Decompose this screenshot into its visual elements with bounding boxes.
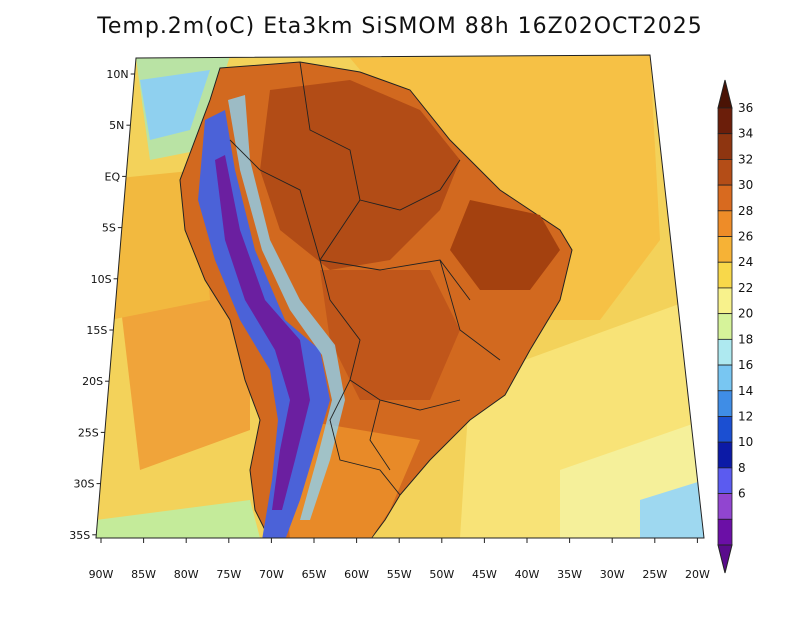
andes-cool-fringe xyxy=(228,95,345,520)
colorbar-label: 8 xyxy=(738,461,746,475)
colorbar-label: 32 xyxy=(738,152,753,166)
colorbar-swatch xyxy=(717,467,733,494)
colorbar-min-arrow xyxy=(717,544,733,574)
colorbar-swatch xyxy=(717,184,733,212)
lat-tick-label: 25S xyxy=(78,426,99,439)
colorbar-max-arrow xyxy=(717,79,733,109)
colorbar-swatch xyxy=(717,287,733,315)
colorbar-swatch xyxy=(717,236,733,263)
lon-tick-label: 25W xyxy=(642,568,667,581)
colorbar-label: 34 xyxy=(738,127,753,141)
lon-tick-label: 50W xyxy=(429,568,454,581)
colorbar-label: 36 xyxy=(738,101,753,115)
longitude-axis: 90W 85W 80W 75W 70W 65W 60W 55W 50W 45W 40W 35W 30W 2… xyxy=(89,538,710,581)
colorbar-label: 22 xyxy=(738,281,753,295)
colorbar-label: 14 xyxy=(738,384,753,398)
plot-frame xyxy=(95,54,705,539)
south-cone-warm xyxy=(285,420,420,538)
colorbar-label: 30 xyxy=(738,178,753,192)
colorbar-swatch xyxy=(717,107,733,135)
colorbar-swatch xyxy=(717,441,733,469)
lon-tick-label: 45W xyxy=(472,568,497,581)
colorbar-label: 16 xyxy=(738,358,753,372)
colorbar-swatch xyxy=(717,493,733,520)
lon-tick-label: 80W xyxy=(174,568,199,581)
lat-tick-label: 10N xyxy=(106,68,128,81)
lon-tick-label: 75W xyxy=(216,568,241,581)
colorbar-swatch xyxy=(717,518,733,546)
colorbar-swatch xyxy=(717,133,733,160)
colorbar-swatch xyxy=(717,210,733,237)
lon-tick-label: 55W xyxy=(387,568,412,581)
colorbar-swatch xyxy=(717,364,733,392)
ocean-pacific-cool xyxy=(140,70,210,140)
colorbar-label: 20 xyxy=(738,307,753,321)
lon-tick-label: 90W xyxy=(89,568,114,581)
colorbar-label: 26 xyxy=(738,230,753,244)
ocean-southern-cold xyxy=(640,480,704,538)
lon-tick-label: 85W xyxy=(131,568,156,581)
lon-tick-label: 35W xyxy=(557,568,582,581)
colorbar-swatch xyxy=(717,159,733,186)
map-title: Temp.2m(oC) Eta3km SiSMOM 88h 16Z02OCT20… xyxy=(97,14,703,39)
colorbar-label: 10 xyxy=(738,435,753,449)
lon-tick-label: 70W xyxy=(259,568,284,581)
temperature-colorbar: 36 34 32 30 28 26 24 22 20 18 16 14 12 10 8 6 xyxy=(717,79,753,574)
lon-tick-label: 30W xyxy=(600,568,625,581)
andes-coldest xyxy=(215,155,310,510)
lat-tick-label: 15S xyxy=(86,324,107,337)
colorbar-swatch xyxy=(717,416,733,443)
temperature-field xyxy=(96,55,704,538)
country-borders xyxy=(229,61,501,496)
ocean-southern-cool xyxy=(96,500,260,538)
colorbar-label: 24 xyxy=(738,255,753,269)
lon-tick-label: 65W xyxy=(302,568,327,581)
lat-tick-label: EQ xyxy=(105,170,121,183)
northeast-hottest xyxy=(450,200,560,290)
lon-tick-label: 40W xyxy=(515,568,540,581)
colorbar-label: 6 xyxy=(738,487,746,501)
lat-tick-label: 35S xyxy=(69,529,90,542)
colorbar-swatch xyxy=(717,390,733,417)
central-hot xyxy=(320,270,460,400)
colorbar-swatch xyxy=(717,313,733,340)
lat-tick-label: 30S xyxy=(74,478,95,491)
lat-tick-label: 20S xyxy=(82,375,103,388)
lon-tick-label: 60W xyxy=(344,568,369,581)
lat-tick-label: 5N xyxy=(109,119,124,132)
lat-tick-label: 10S xyxy=(91,273,112,286)
colorbar-swatch xyxy=(717,261,733,289)
ocean-pacific-warm xyxy=(120,260,250,470)
colorbar-label: 28 xyxy=(738,204,753,218)
colorbar-label: 18 xyxy=(738,332,753,346)
colorbar-label: 12 xyxy=(738,409,753,423)
lat-tick-label: 5S xyxy=(102,222,116,235)
latitude-axis: 10N 5N EQ 5S 10S 15S 20S 25S 30S 35S xyxy=(69,68,135,542)
colorbar-swatch xyxy=(717,338,733,366)
lon-tick-label: 20W xyxy=(685,568,710,581)
